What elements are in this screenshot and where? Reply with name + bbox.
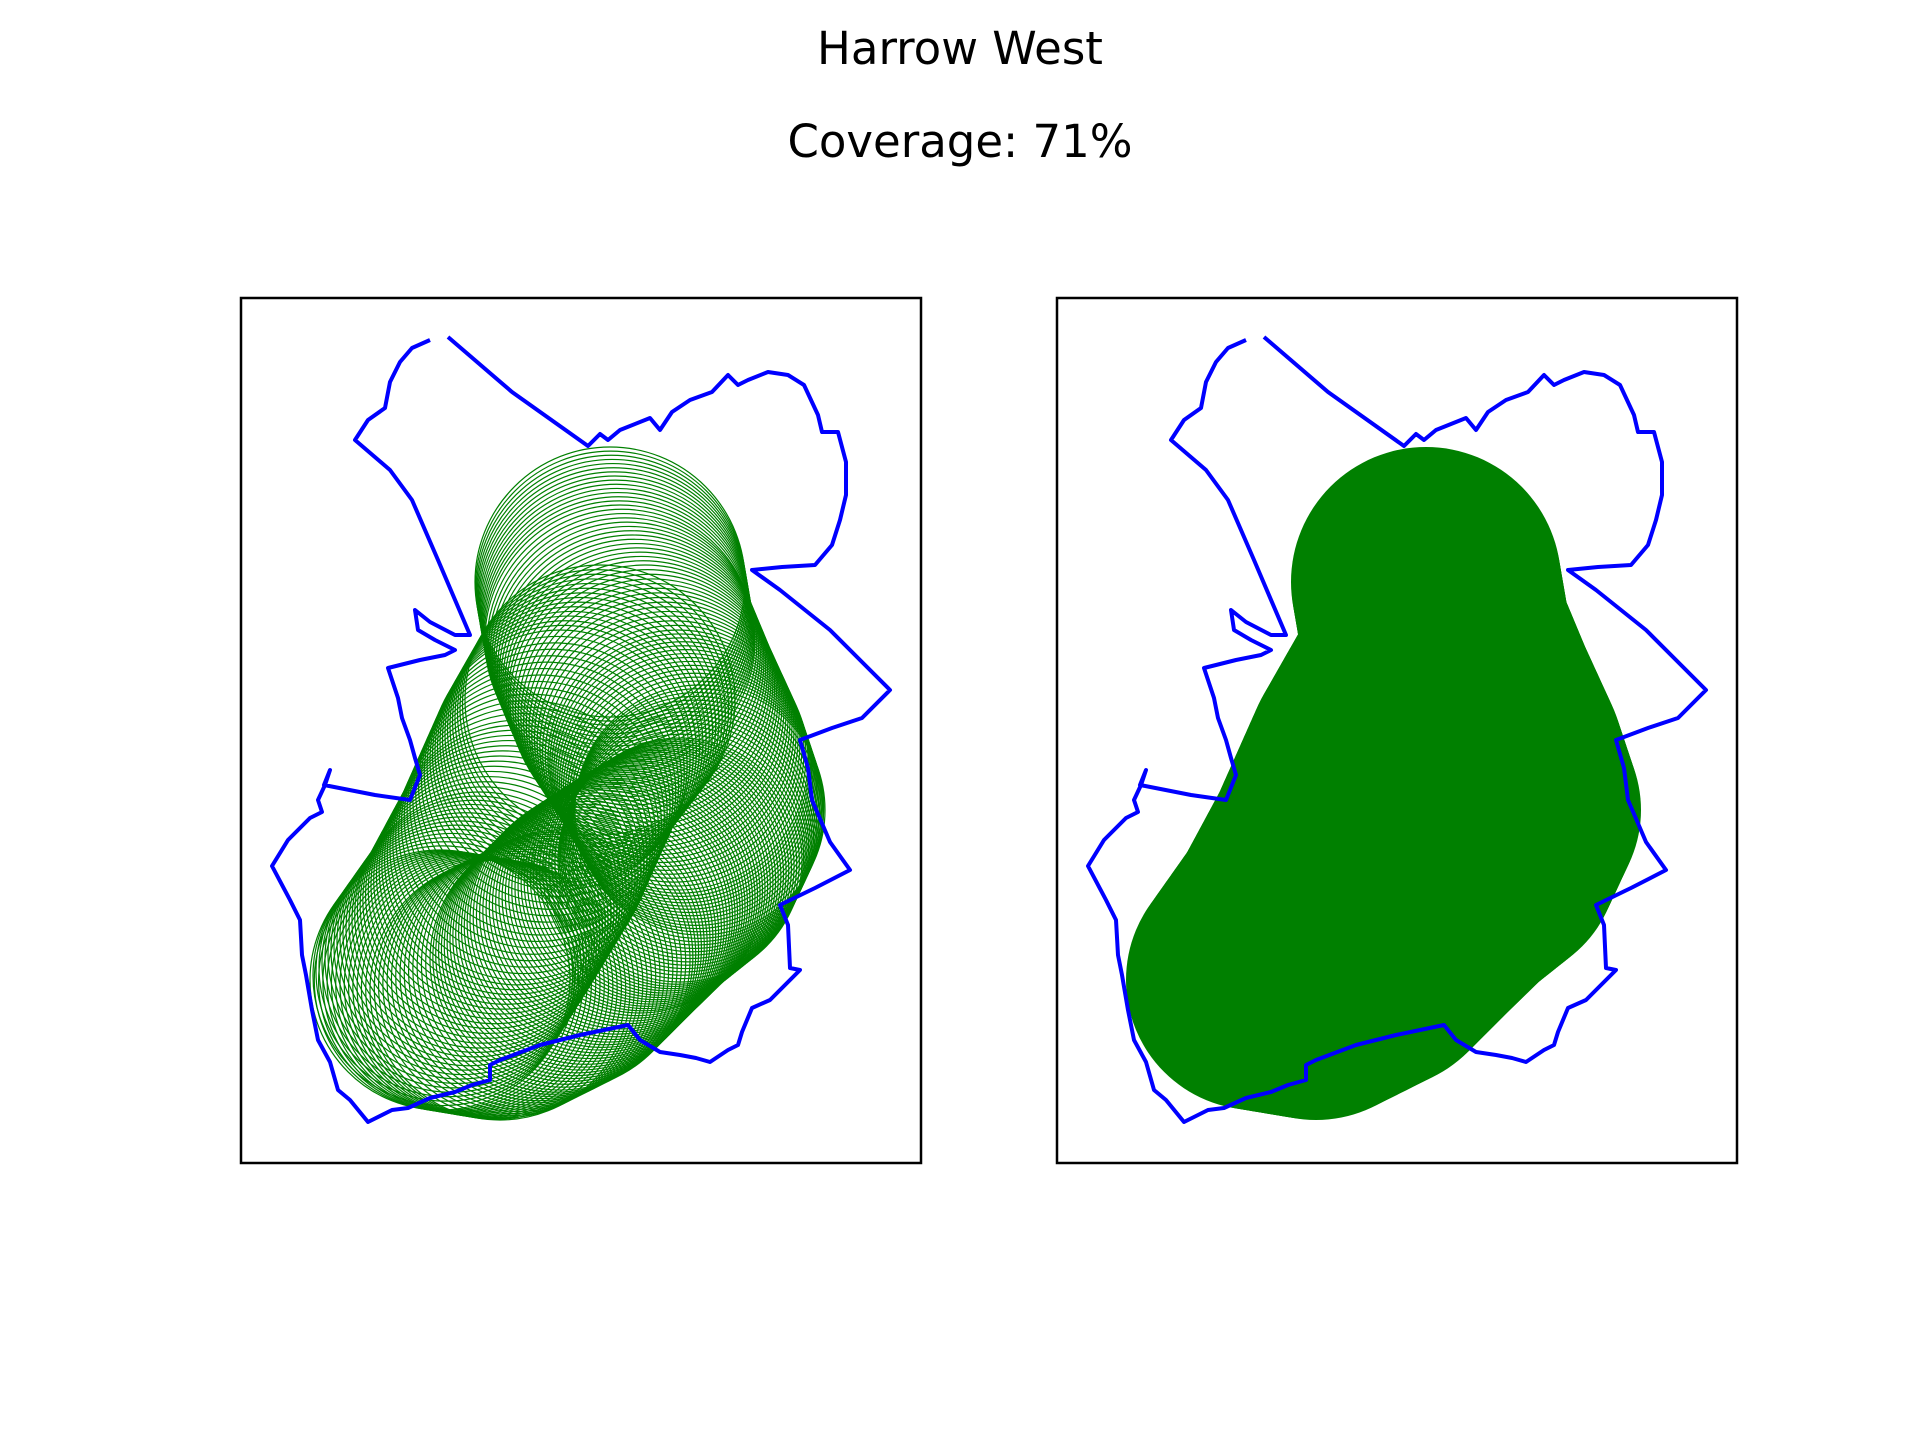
coverage-circle-outline [348, 795, 606, 1054]
coverage-circle-outline [436, 615, 701, 879]
left-coverage-circles [309, 446, 826, 1121]
coverage-circle-outline [463, 795, 725, 1057]
coverage-circle-outline [403, 687, 665, 949]
coverage-circle-outline [423, 642, 685, 904]
coverage-circle-outline [449, 809, 711, 1071]
coverage-circle-outline [392, 712, 654, 975]
coverage-circle-outline [434, 620, 698, 883]
coverage-circle-outline [568, 672, 822, 926]
coverage-circle-filled [1281, 565, 1551, 835]
coverage-circle-outline [559, 729, 806, 976]
coverage-circle-outline [449, 592, 717, 860]
coverage-circle-outline [443, 815, 705, 1077]
coverage-circle-outline [495, 773, 751, 1030]
coverage-circle-outline [459, 573, 730, 844]
left-map-panel [239, 296, 923, 1165]
right-constituency-boundary [1086, 335, 1708, 1124]
coverage-circle-outline [446, 812, 708, 1074]
coverage-circle-outline [500, 542, 772, 815]
coverage-circle-outline [313, 850, 575, 1112]
coverage-circle-outline [364, 765, 624, 1025]
coverage-circle-outline [511, 764, 764, 1017]
right-panel-frame [1055, 296, 1739, 1165]
coverage-circle-outline [431, 624, 694, 887]
coverage-circle-outline [356, 781, 615, 1039]
coverage-circle-outline [354, 786, 612, 1044]
right-coverage-fill [1126, 447, 1641, 1120]
coverage-circle-outline [469, 789, 731, 1051]
coverage-circle-outline [528, 596, 795, 864]
coverage-circle-outline [491, 521, 763, 793]
coverage-circle-outline [342, 803, 601, 1062]
left-panel-frame [239, 296, 923, 1165]
coverage-circle-outline [378, 739, 639, 1001]
coverage-circle-outline [452, 806, 714, 1068]
coverage-circle-outline [454, 582, 723, 852]
coverage-circle-outline [417, 655, 680, 917]
coverage-circle-outline [563, 718, 811, 966]
coverage-circle-outline [485, 779, 744, 1038]
coverage-circle-outline [446, 596, 714, 864]
coverage-circle-outline [451, 587, 720, 856]
coverage-circle-outline [440, 817, 703, 1080]
left-constituency-boundary [270, 335, 892, 1124]
coverage-circle-outline [409, 674, 671, 936]
coverage-circle-outline [517, 760, 769, 1012]
coverage-circle-outline [464, 564, 736, 836]
coverage-circle-outline [441, 606, 707, 871]
coverage-circle-outline [415, 661, 677, 923]
coverage-circle-outline [444, 601, 710, 868]
coverage-circle-outline [362, 770, 621, 1030]
coverage-circle-outline [429, 829, 691, 1091]
coverage-circle-outline [531, 601, 797, 868]
coverage-circle-outline [461, 569, 733, 840]
coverage-circle-outline [475, 785, 736, 1046]
coverage-circle-outline [573, 688, 824, 939]
coverage-circle-outline [479, 783, 739, 1043]
right-map-panel [1055, 296, 1739, 1165]
coverage-circle-outline [432, 826, 694, 1088]
coverage-circle-outline [406, 680, 668, 943]
coverage-circle-outline [553, 641, 813, 901]
coverage-circle-outline [420, 648, 683, 910]
coverage-circle-outline [429, 629, 691, 891]
coverage-circle-outline [555, 645, 814, 904]
figure-title: Harrow West [817, 22, 1103, 75]
coverage-subtitle: Coverage: 71% [787, 115, 1133, 168]
coverage-circle-outline [373, 750, 633, 1010]
coverage-circle-outline [412, 667, 674, 930]
coverage-circle-outline [370, 755, 630, 1015]
coverage-circle-outline [504, 768, 759, 1022]
coverage-circle-outline [403, 842, 665, 1104]
coverage-circle-outline [466, 792, 728, 1054]
coverage-circle-outline [502, 547, 774, 819]
coverage-circle-outline [456, 578, 726, 848]
coverage-circle-outline [426, 635, 688, 898]
coverage-circle-outline [439, 610, 704, 875]
